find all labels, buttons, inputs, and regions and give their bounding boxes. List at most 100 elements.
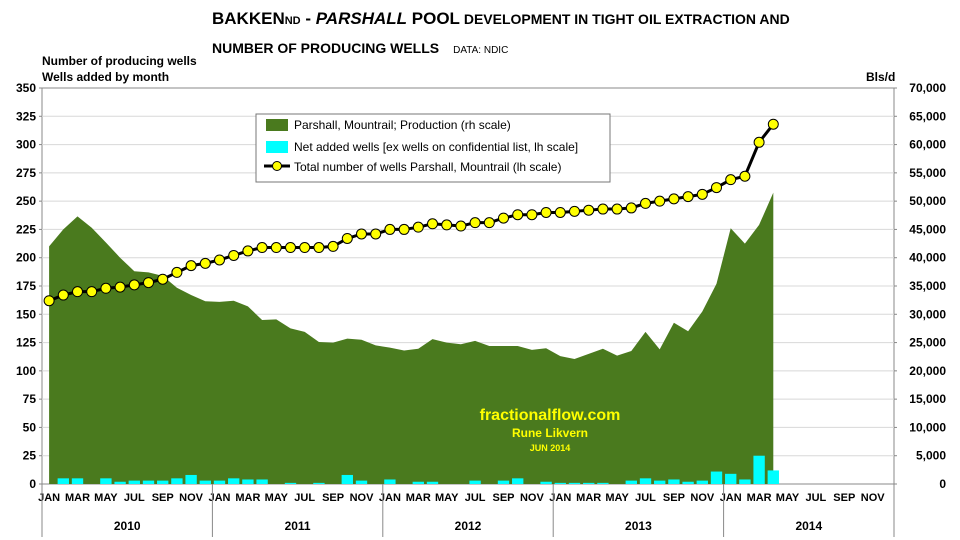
- legend-label-total-wells: Total number of wells Parshall, Mountrai…: [294, 160, 561, 174]
- total-wells-marker: [86, 286, 98, 298]
- x-month-label: JAN: [379, 492, 401, 504]
- total-wells-marker: [611, 203, 623, 215]
- y-left-tick-label: 225: [16, 222, 36, 236]
- added-wells-bar: [341, 474, 353, 484]
- y-left-tick-label: 75: [23, 392, 37, 406]
- y-left-tick-label: 325: [16, 109, 36, 123]
- added-wells-bar: [426, 481, 439, 484]
- total-wells-marker: [185, 260, 197, 272]
- added-wells-bar: [71, 478, 84, 484]
- added-wells-bar: [469, 480, 481, 484]
- x-month-label: MAR: [235, 492, 260, 504]
- total-wells-line-layer: [43, 118, 779, 307]
- added-wells-bar: [696, 480, 708, 484]
- y-left-tick-label: 175: [16, 279, 36, 293]
- x-month-label: MAY: [435, 492, 459, 504]
- x-month-label: MAY: [94, 492, 118, 504]
- total-wells-marker: [299, 242, 311, 254]
- total-wells-marker: [313, 242, 325, 254]
- watermark-author: Rune Likvern: [512, 426, 588, 440]
- total-wells-marker: [57, 289, 69, 301]
- y-right-tick-label: 0: [939, 477, 946, 491]
- added-wells-bar: [725, 473, 737, 484]
- total-wells-marker: [512, 209, 524, 221]
- x-month-label: MAR: [406, 492, 431, 504]
- y-right-tick-label: 60,000: [909, 138, 946, 152]
- right-axis-title: Bls/d: [866, 70, 895, 84]
- added-wells-bar: [284, 482, 297, 484]
- total-wells-marker: [341, 232, 353, 244]
- y-right-tick-label: 30,000: [909, 307, 946, 321]
- added-wells-bar: [242, 479, 254, 484]
- y-right-tick-label: 55,000: [909, 166, 946, 180]
- total-wells-marker: [711, 182, 722, 194]
- added-wells-bar: [739, 479, 751, 484]
- total-wells-marker: [128, 279, 140, 291]
- total-wells-marker: [270, 242, 282, 254]
- y-right-tick-label: 50,000: [909, 194, 946, 208]
- x-month-label: MAY: [605, 492, 629, 504]
- total-wells-marker: [143, 277, 154, 289]
- y-left-tick-label: 150: [16, 307, 36, 321]
- x-month-label: JUL: [806, 492, 827, 504]
- x-month-label: NOV: [861, 492, 886, 504]
- total-wells-marker: [696, 188, 708, 200]
- y-right-tick-label: 65,000: [909, 109, 946, 123]
- total-wells-marker: [640, 197, 651, 209]
- total-wells-marker: [483, 217, 495, 229]
- total-wells-marker: [597, 203, 609, 215]
- total-wells-marker: [72, 286, 83, 298]
- total-wells-marker: [441, 219, 453, 231]
- y-left-tick-label: 200: [16, 251, 36, 265]
- total-wells-marker: [171, 266, 183, 278]
- added-wells-bar: [185, 474, 197, 484]
- y-right-tick-label: 10,000: [909, 420, 946, 434]
- added-wells-bar: [412, 481, 424, 484]
- total-wells-marker: [455, 220, 467, 232]
- watermark-site: fractionalflow.com: [480, 407, 621, 424]
- added-wells-bar: [753, 455, 765, 484]
- x-month-label: SEP: [322, 492, 344, 504]
- total-wells-marker: [242, 245, 254, 257]
- x-month-label: JAN: [38, 492, 60, 504]
- added-wells-bar: [114, 481, 126, 484]
- total-wells-marker: [654, 195, 666, 207]
- chart-title-line2: NUMBER OF PRODUCING WELLS DATA: NDIC: [212, 40, 508, 56]
- total-wells-marker: [725, 174, 737, 186]
- added-wells-bar: [199, 480, 211, 484]
- y-right-tick-label: 40,000: [909, 251, 946, 265]
- x-month-label: JAN: [549, 492, 571, 504]
- added-wells-bar: [682, 481, 694, 484]
- added-wells-bar: [57, 478, 69, 484]
- total-wells-marker: [398, 223, 410, 235]
- y-right-tick-label: 35,000: [909, 279, 946, 293]
- x-month-label: NOV: [350, 492, 375, 504]
- x-month-label: MAY: [776, 492, 800, 504]
- added-wells-bar: [355, 480, 368, 484]
- added-wells-bar: [554, 482, 566, 484]
- total-wells-marker: [625, 202, 637, 214]
- total-wells-marker: [682, 191, 694, 203]
- x-year-label: 2012: [455, 519, 482, 533]
- total-wells-marker: [526, 209, 538, 221]
- chart-title-line1: BAKKENND - PARSHALL POOL DEVELOPMENT IN …: [212, 9, 790, 28]
- left-axis-title-2: Wells added by month: [42, 70, 169, 84]
- y-left-tick-label: 275: [16, 166, 36, 180]
- total-wells-marker: [540, 206, 552, 218]
- x-year-label: 2011: [285, 519, 311, 533]
- total-wells-marker: [384, 223, 396, 235]
- y-left-tick-label: 125: [16, 336, 36, 350]
- added-wells-bar: [625, 480, 637, 484]
- x-month-label: NOV: [179, 492, 204, 504]
- total-wells-marker: [214, 254, 225, 266]
- production-area: [49, 192, 774, 484]
- added-wells-bar: [384, 479, 396, 484]
- total-wells-marker: [114, 281, 126, 293]
- added-wells-bar: [228, 478, 240, 484]
- total-wells-marker: [739, 170, 751, 182]
- legend-label-production: Parshall, Mountrail; Production (rh scal…: [294, 118, 511, 132]
- legend-box: [255, 113, 611, 183]
- added-wells-bar: [654, 480, 666, 484]
- y-left-tick-label: 0: [29, 477, 36, 491]
- total-wells-marker: [498, 212, 509, 224]
